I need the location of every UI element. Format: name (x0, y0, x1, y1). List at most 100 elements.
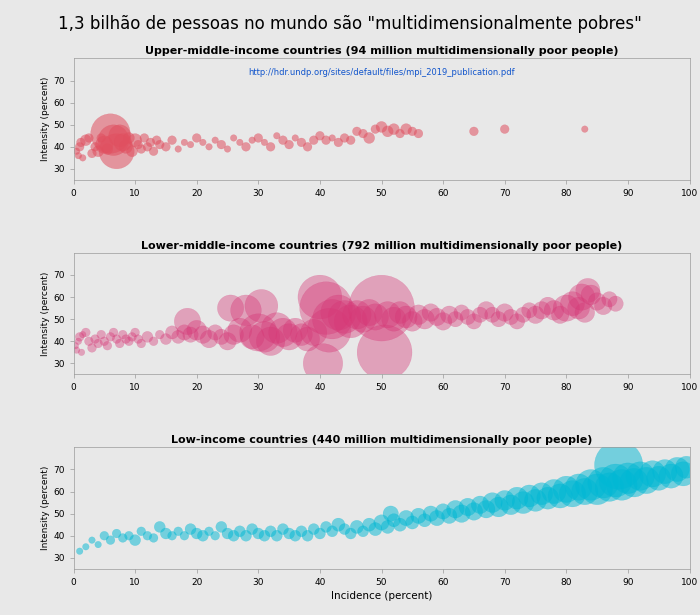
Point (462, 312, 473, 322)
Point (493, 314, 504, 324)
Point (209, 531, 220, 541)
Point (173, 144, 184, 154)
Point (308, 135, 319, 145)
Point (425, 308, 436, 317)
Point (111, 146, 122, 156)
Point (659, 467, 671, 477)
Point (120, 142, 132, 152)
Point (604, 295, 615, 304)
Point (598, 478, 609, 488)
Point (151, 135, 162, 145)
Point (567, 489, 578, 499)
Point (339, 524, 350, 534)
Point (327, 133, 338, 143)
Point (92, 339, 104, 349)
Point (284, 140, 295, 149)
Point (413, 511, 424, 521)
Point (277, 328, 288, 338)
Point (481, 306, 492, 315)
Point (271, 323, 282, 333)
Point (358, 314, 369, 324)
Text: 1,3 bilhão de pessoas no mundo são "multidimensionalmente pobres": 1,3 bilhão de pessoas no mundo são "mult… (58, 15, 642, 33)
Point (80, 542, 92, 552)
Point (536, 489, 547, 499)
Point (70, 341, 81, 351)
Point (73, 336, 84, 346)
Point (376, 122, 387, 132)
Point (204, 334, 215, 344)
Point (234, 138, 246, 148)
Point (173, 332, 184, 342)
Point (431, 513, 442, 523)
Point (613, 460, 624, 470)
Point (456, 509, 467, 518)
Point (178, 138, 190, 148)
Point (123, 336, 134, 346)
Point (327, 314, 338, 324)
Point (481, 504, 492, 514)
Point (358, 129, 369, 138)
Point (486, 310, 498, 320)
Point (314, 529, 326, 539)
Point (407, 317, 418, 327)
Point (148, 336, 159, 346)
Point (573, 482, 584, 492)
Point (96, 133, 107, 143)
Point (622, 474, 634, 483)
Point (363, 520, 374, 530)
Point (561, 303, 572, 313)
Point (136, 339, 147, 349)
Point (499, 124, 510, 134)
Point (90, 334, 101, 344)
Point (512, 317, 523, 327)
Point (83, 133, 94, 143)
Point (80, 328, 92, 338)
Point (246, 135, 258, 145)
Point (530, 310, 541, 320)
Point (246, 524, 258, 534)
Point (145, 138, 156, 148)
Point (376, 303, 387, 313)
Point (407, 127, 418, 137)
Point (197, 330, 209, 339)
Point (573, 303, 584, 313)
Point (222, 144, 233, 154)
Point (389, 515, 400, 525)
Point (234, 526, 246, 536)
Point (579, 124, 590, 134)
Point (185, 330, 196, 339)
Title: Low-income countries (440 million multidimensionally poor people): Low-income countries (440 million multid… (171, 435, 592, 445)
Point (505, 312, 517, 322)
Point (332, 308, 344, 317)
Point (240, 306, 251, 315)
Point (154, 140, 165, 149)
Point (259, 332, 270, 342)
Point (407, 518, 418, 528)
Point (517, 498, 528, 507)
Point (136, 526, 147, 536)
Point (173, 526, 184, 536)
Point (130, 535, 141, 545)
Point (167, 328, 178, 338)
Point (505, 500, 517, 510)
Point (178, 531, 190, 541)
Y-axis label: Intensity (percent): Intensity (percent) (41, 77, 50, 161)
Point (317, 359, 328, 368)
Point (256, 301, 267, 311)
Point (246, 332, 258, 342)
Point (438, 507, 449, 517)
Point (76, 347, 87, 357)
Point (265, 336, 276, 346)
Point (450, 314, 461, 324)
Point (363, 308, 374, 317)
Point (74, 546, 85, 556)
Point (290, 133, 301, 143)
Point (499, 308, 510, 317)
Point (148, 533, 159, 543)
Point (102, 341, 113, 351)
Point (142, 332, 153, 342)
Point (561, 485, 572, 494)
Point (284, 332, 295, 342)
Point (204, 142, 215, 152)
Point (142, 531, 153, 541)
